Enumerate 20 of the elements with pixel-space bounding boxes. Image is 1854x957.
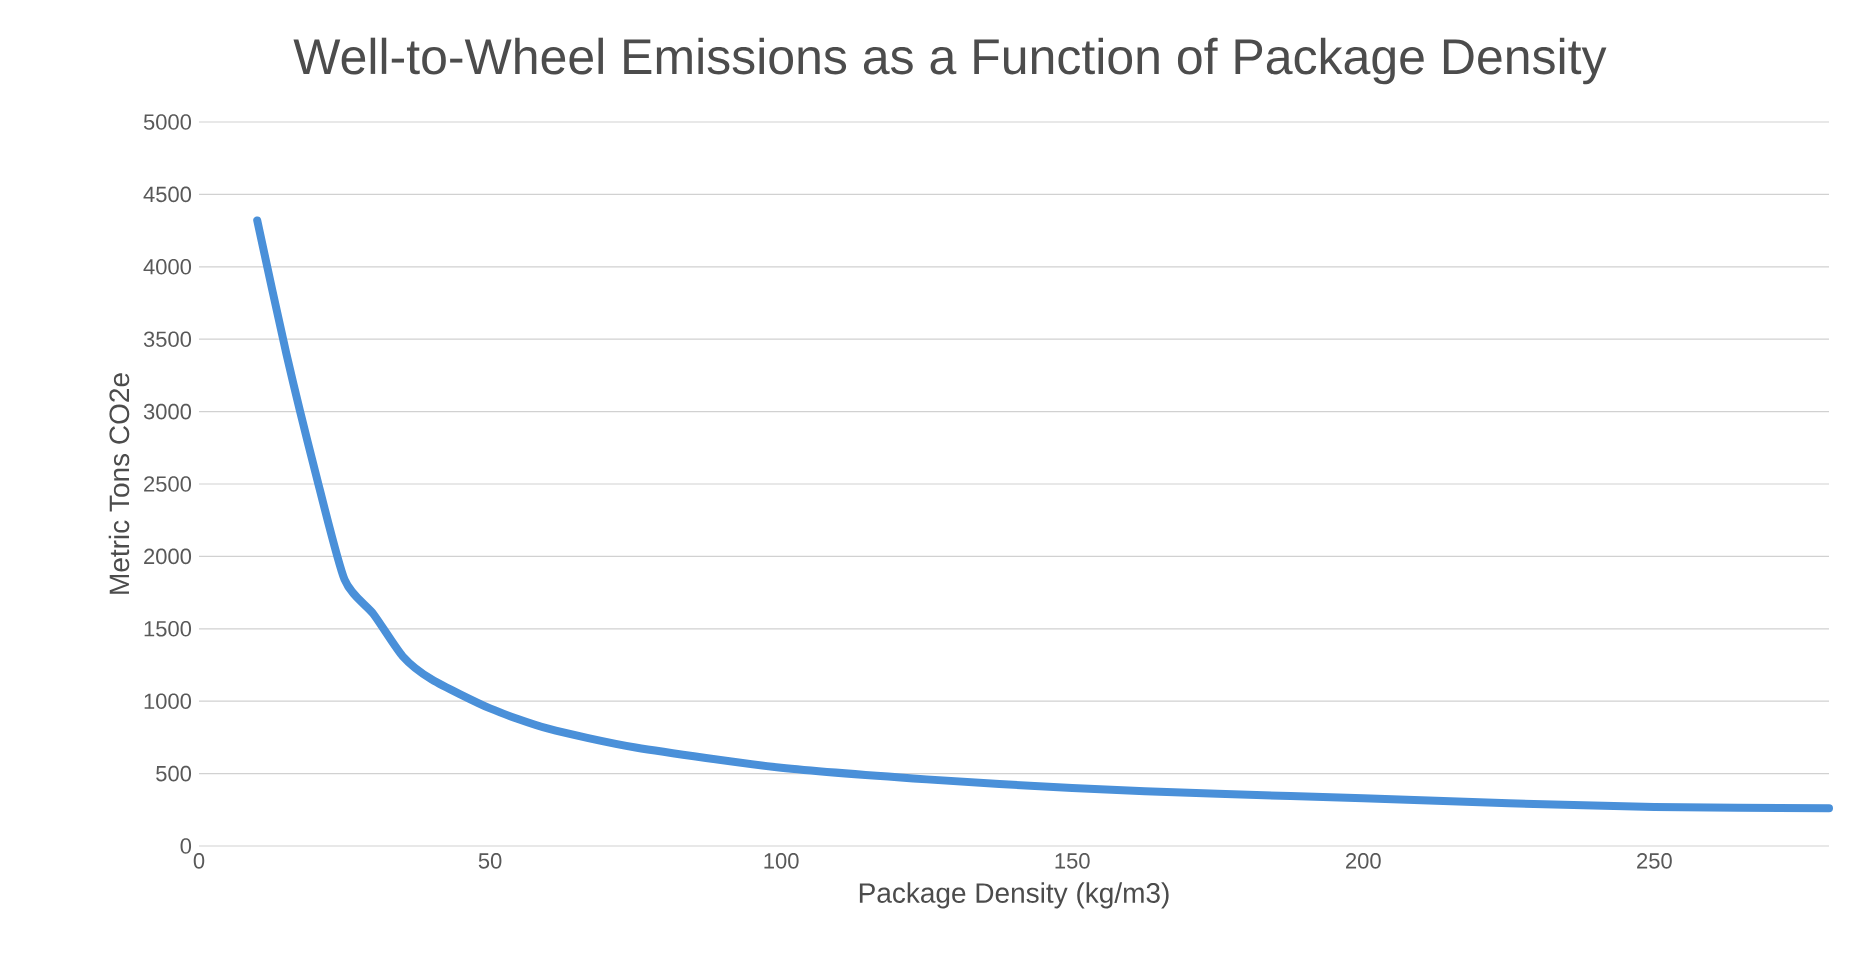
y-tick-label: 500: [156, 765, 192, 782]
x-tick-label: 250: [1637, 853, 1672, 869]
x-tick-label: 50: [478, 853, 502, 869]
y-tick-label: 1500: [144, 621, 192, 637]
y-tick-label: 4500: [143, 186, 192, 203]
y-tick-label: 2000: [144, 548, 192, 565]
y-tick-label: 4000: [143, 259, 192, 275]
y-tick-label: 0: [180, 838, 192, 854]
y-tick-label: 3000: [143, 403, 192, 420]
x-tick-label: 100: [764, 853, 799, 869]
y-tick-label: 2500: [144, 476, 192, 492]
y-tick-label: 3500: [143, 331, 192, 347]
chart-title: Well-to-Wheel Emissions as a Function of Package Density: [293, 37, 1607, 85]
x-tick-label: 150: [1055, 853, 1090, 869]
x-tick-label: 0: [193, 853, 205, 869]
y-axis-title: Metric Tons CO2e: [108, 373, 130, 594]
y-tick-label: 5000: [143, 114, 192, 130]
y-tick-label: 1000: [144, 693, 192, 709]
x-tick-label: 200: [1346, 853, 1381, 869]
x-axis-title: Package Density (kg/m3): [859, 882, 1169, 909]
